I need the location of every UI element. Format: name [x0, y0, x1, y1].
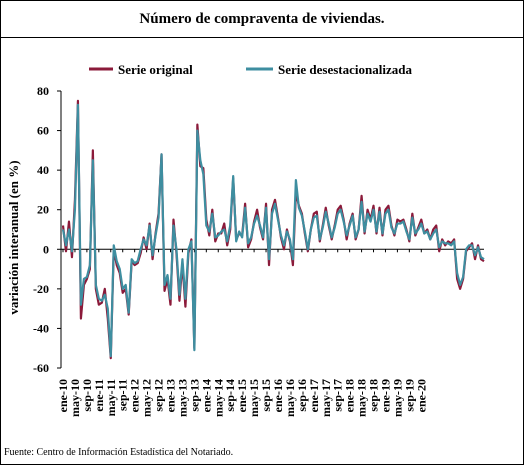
legend-label: Serie desestacionalizada — [278, 62, 412, 77]
x-tick-label: ene-12 — [128, 379, 142, 412]
x-tick-label: ene-19 — [378, 379, 392, 412]
series-layer — [61, 99, 485, 360]
x-tick-label: sep-14 — [223, 379, 237, 412]
x-tick-label: sep-19 — [402, 379, 416, 412]
x-tick-label: ene-14 — [199, 379, 213, 412]
x-tick-label: ene-18 — [343, 379, 357, 412]
x-tick-label: may-13 — [175, 379, 189, 417]
legend-item-desestacionalizada: Serie desestacionalizada — [246, 62, 412, 77]
x-tick-label: may-16 — [283, 379, 297, 417]
legend: Serie original Serie desestacionalizada — [89, 62, 412, 77]
y-tick-label: 0 — [43, 242, 49, 256]
x-tick-label: sep-17 — [331, 379, 345, 412]
chart-title: Número de compraventa de viviendas. — [1, 1, 523, 38]
x-tick-label: ene-15 — [235, 379, 249, 412]
y-tick-label: 20 — [37, 203, 49, 217]
x-tick-label: ene-10 — [56, 379, 70, 412]
series-desestacionalizada-line — [61, 103, 485, 358]
x-tick-label: sep-18 — [367, 379, 381, 412]
x-tick-label: may-18 — [355, 379, 369, 417]
y-tick-label: 80 — [37, 84, 49, 98]
x-tick-label: may-19 — [390, 379, 404, 417]
y-axis-label: variación interanual (en %) — [6, 160, 21, 314]
legend-item-original: Serie original — [89, 62, 193, 77]
y-tick-label: 60 — [37, 124, 49, 138]
y-tick-label: 40 — [37, 163, 49, 177]
x-tick-label: sep-12 — [152, 379, 166, 412]
y-tick-label: -20 — [33, 282, 49, 296]
y-tick-label: -40 — [33, 321, 49, 335]
x-tick-label: may-11 — [104, 379, 118, 416]
series-original-line — [61, 99, 485, 360]
x-tick-label: may-15 — [247, 379, 261, 417]
x-tick-label: sep-13 — [187, 379, 201, 412]
x-tick-label: ene-11 — [92, 379, 106, 412]
x-tick-label: ene-16 — [271, 379, 285, 412]
axes: -60-40-20020406080ene-10may-10sep-10ene-… — [6, 84, 484, 417]
y-tick-label: -60 — [33, 361, 49, 375]
x-tick-label: sep-10 — [80, 379, 94, 412]
x-tick-label: may-10 — [68, 379, 82, 417]
x-tick-label: sep-15 — [259, 379, 273, 412]
x-tick-label: ene-17 — [307, 379, 321, 412]
x-tick-label: ene-13 — [163, 379, 177, 412]
x-tick-label: may-14 — [211, 379, 225, 417]
x-tick-label: ene-20 — [414, 379, 428, 412]
x-tick-label: may-17 — [319, 379, 333, 417]
legend-label: Serie original — [118, 62, 193, 77]
x-tick-label: sep-11 — [116, 379, 130, 411]
x-tick-label: sep-16 — [295, 379, 309, 412]
x-tick-label: may-12 — [140, 379, 154, 417]
source-note: Fuente: Centro de Información Estadístic… — [4, 447, 234, 458]
